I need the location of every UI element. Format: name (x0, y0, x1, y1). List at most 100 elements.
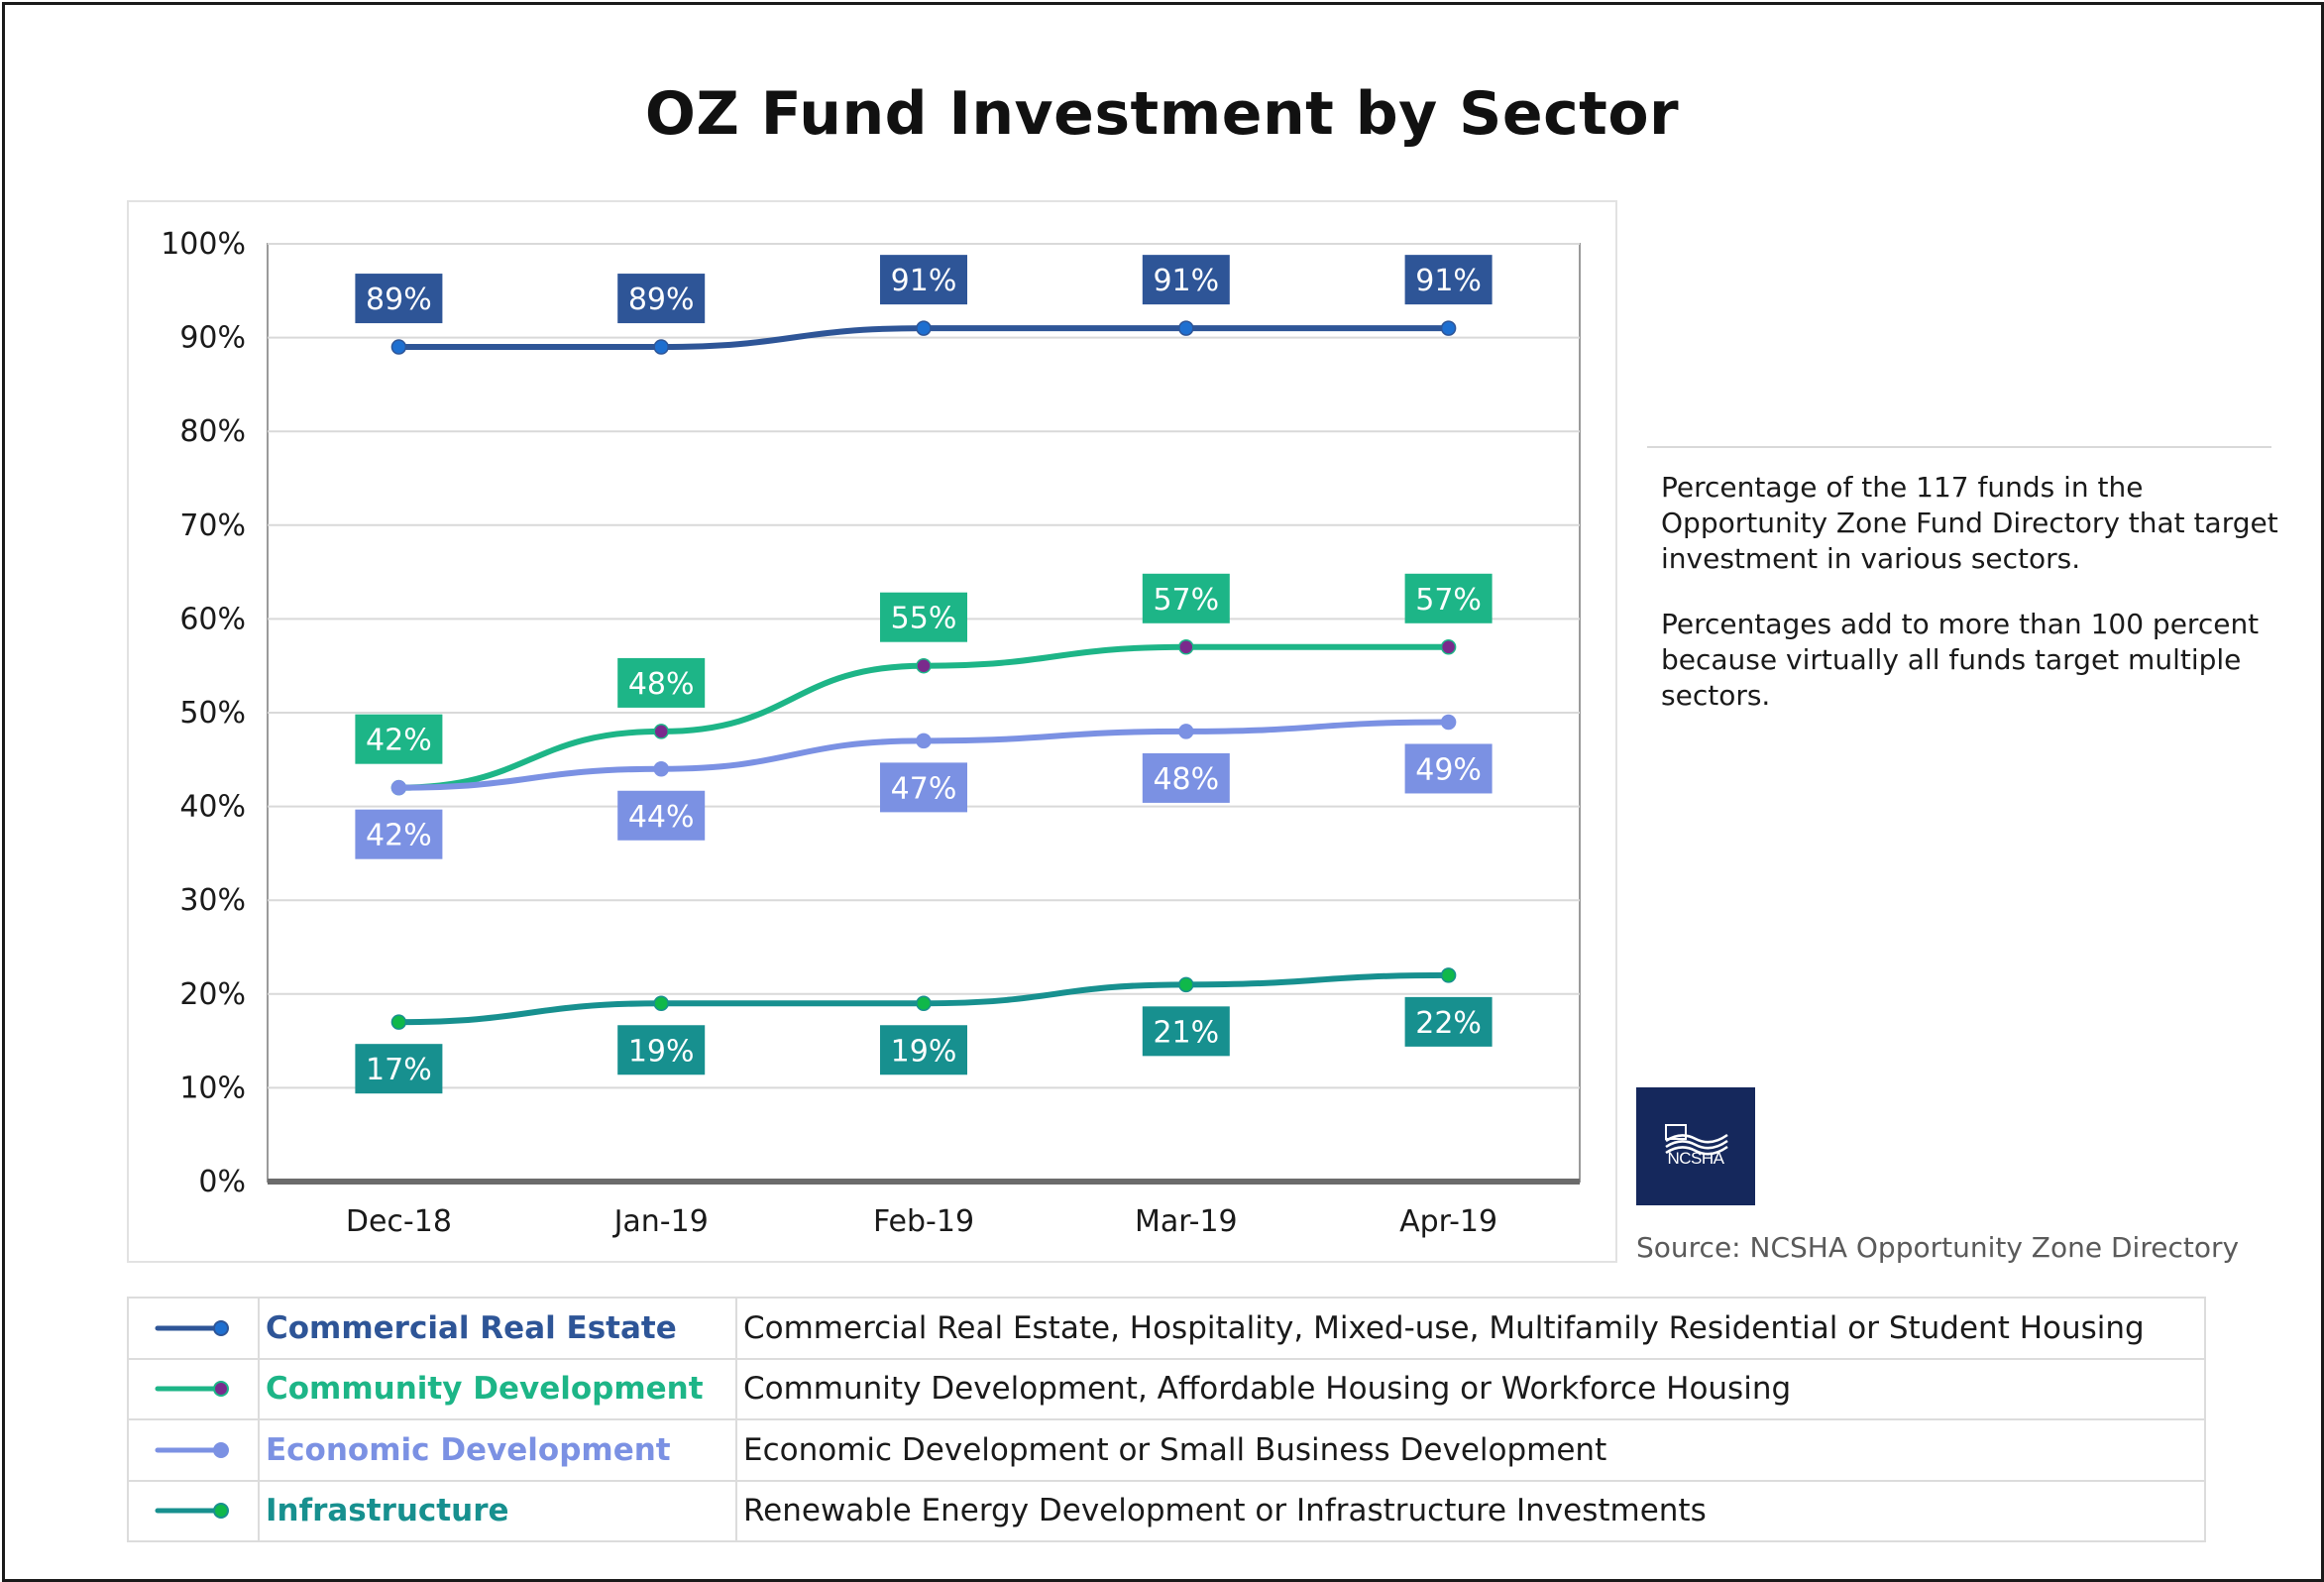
data-label: 22% (1415, 1006, 1482, 1041)
data-point (1440, 320, 1457, 336)
data-point (1178, 976, 1194, 993)
y-tick-label: 90% (179, 321, 246, 356)
notes-divider (1647, 446, 2271, 448)
data-point (1440, 714, 1457, 731)
x-tick-label: Dec-18 (346, 1204, 452, 1239)
y-tick-label: 0% (198, 1165, 246, 1199)
line-chart: 0% 10% 20% 30% 40% 50% 60% 70% 80% 90% 100% Dec-18 J… (161, 227, 1581, 1239)
x-tick-label: Apr-19 (1399, 1204, 1497, 1239)
legend-line-marker-icon (155, 1503, 229, 1520)
data-label-box (1404, 996, 1493, 1047)
data-label: 91% (1415, 264, 1482, 298)
legend-series-name: Infrastructure (258, 1479, 737, 1542)
data-label-box (1404, 573, 1493, 623)
legend-swatch-cell (127, 1357, 260, 1420)
chart-note-2: Percentages add to more than 100 percent… (1661, 608, 2260, 712)
data-point (1178, 639, 1194, 655)
y-tick-label: 20% (179, 977, 246, 1012)
data-label-box (355, 809, 443, 859)
data-point (916, 995, 932, 1012)
data-label-box (617, 657, 706, 708)
data-label: 44% (628, 800, 695, 835)
source-note: Source: NCSHA Opportunity Zone Directory (1636, 1231, 2240, 1264)
data-label-box (355, 274, 443, 324)
data-label: 48% (1153, 762, 1219, 797)
x-tick-label: Jan-19 (612, 1204, 709, 1239)
chart-panel: 0% 10% 20% 30% 40% 50% 60% 70% 80% 90% 100% Dec-18 J… (127, 200, 1617, 1263)
chart-title: OZ Fund Investment by Sector (644, 79, 1680, 149)
logo-text: NCSHA (1667, 1149, 1724, 1168)
data-point (390, 1014, 407, 1030)
data-label: 42% (366, 724, 432, 758)
data-label: 21% (1153, 1015, 1219, 1050)
legend-description: Renewable Energy Development or Infrastr… (735, 1479, 2206, 1542)
data-point (1440, 639, 1457, 655)
data-label: 91% (1153, 264, 1219, 298)
x-tick-label: Mar-19 (1135, 1204, 1238, 1239)
legend-swatch-cell (127, 1479, 260, 1542)
data-label-box (1142, 1006, 1230, 1057)
data-point (653, 995, 669, 1012)
data-label-box (355, 714, 443, 764)
data-point (1178, 724, 1194, 739)
data-point (653, 724, 669, 739)
data-label-box (1404, 743, 1493, 794)
y-tick-label: 30% (179, 883, 246, 918)
data-label: 55% (891, 602, 957, 636)
data-label-box (1142, 573, 1230, 623)
data-label: 57% (1415, 583, 1482, 618)
y-tick-label: 40% (179, 790, 246, 825)
data-label: 89% (366, 282, 432, 317)
data-label-box (617, 274, 706, 324)
data-point (653, 761, 669, 777)
data-point (1178, 320, 1194, 336)
series-line (395, 643, 1452, 791)
y-tick-label: 60% (179, 602, 246, 636)
data-label-box (617, 790, 706, 841)
y-tick-label: 100% (161, 227, 246, 262)
data-label: 57% (1153, 583, 1219, 618)
legend-swatch-cell (127, 1418, 260, 1482)
legend-series-name: Commercial Real Estate (258, 1297, 737, 1360)
data-label-box (1404, 255, 1493, 305)
legend-table: Commercial Real Estate Commercial Real Es… (127, 1297, 2206, 1542)
ncsha-logo: NCSHA (1636, 1087, 1755, 1205)
data-label-box (1142, 752, 1230, 803)
data-label-box (880, 592, 967, 642)
data-point (916, 733, 932, 749)
data-label: 49% (1415, 752, 1482, 787)
y-tick-label: 70% (179, 508, 246, 543)
legend-description: Community Development, Affordable Housin… (735, 1357, 2206, 1420)
legend-row: Infrastructure Renewable Energy Developme… (127, 1479, 2206, 1542)
data-label-box (617, 1025, 706, 1075)
legend-row: Commercial Real Estate Commercial Real Es… (127, 1297, 2206, 1360)
data-label-box (355, 1044, 443, 1094)
data-label: 89% (628, 282, 695, 317)
y-tick-label: 10% (179, 1071, 246, 1105)
data-label-box (1142, 255, 1230, 305)
legend-series-name: Community Development (258, 1357, 737, 1420)
legend-row: Community Development Community Developme… (127, 1357, 2206, 1420)
y-tick-label: 50% (179, 696, 246, 731)
data-point (916, 320, 932, 336)
x-tick-label: Feb-19 (873, 1204, 974, 1239)
data-label: 48% (628, 667, 695, 702)
data-label: 91% (891, 264, 957, 298)
flag-icon (1665, 1124, 1728, 1156)
legend-row: Economic Development Economic Development… (127, 1418, 2206, 1482)
data-point (653, 339, 669, 355)
y-tick-label: 80% (179, 414, 246, 449)
legend-description: Commercial Real Estate, Hospitality, Mix… (735, 1297, 2206, 1360)
legend-description: Economic Development or Small Business D… (735, 1418, 2206, 1482)
data-point (1440, 967, 1457, 983)
data-label: 19% (628, 1034, 695, 1069)
legend-swatch-cell (127, 1297, 260, 1360)
data-label: 42% (366, 819, 432, 853)
data-label-box (880, 762, 967, 813)
chart-note-1: Percentage of the 117 funds in the Oppor… (1661, 471, 2278, 575)
data-label: 17% (366, 1053, 432, 1087)
data-label-box (880, 255, 967, 305)
legend-line-marker-icon (155, 1319, 229, 1336)
data-point (390, 779, 407, 796)
legend-line-marker-icon (155, 1441, 229, 1458)
